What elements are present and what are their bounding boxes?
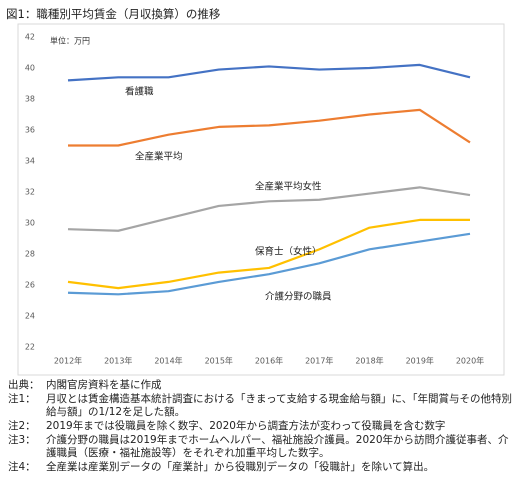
y-tick-label: 36 — [25, 126, 35, 135]
y-tick-label: 30 — [25, 219, 35, 228]
note-label: 出典： — [8, 379, 40, 391]
note: 注3： 介護分野の職員は2019年までホームヘルパー、福祉施設介護員。2020年か… — [8, 434, 518, 460]
chart: 単位：万円 22 24 26 28 30 32 34 36 38 40 42 2012年 2013年 20… — [17, 23, 505, 376]
series-line — [67, 63, 471, 82]
series-label: 保育士（女性） — [255, 246, 322, 258]
note-label: 注1： — [8, 393, 36, 405]
note-label: 注2： — [8, 420, 36, 432]
series-line — [67, 218, 470, 290]
series-line — [68, 108, 471, 147]
series-label: 介護分野の職員 — [265, 291, 332, 303]
y-tick-label: 38 — [25, 95, 35, 104]
note-text: 内閣官房資料を基に作成 — [46, 379, 162, 391]
y-tick-label: 34 — [25, 157, 35, 166]
y-tick-label: 40 — [25, 64, 35, 73]
note-text: 介護分野の職員は2019年までホームヘルパー、福祉施設介護員。2020年から訪問… — [46, 434, 509, 459]
x-tick-label: 2016年 — [255, 356, 283, 366]
y-tick-label: 28 — [25, 250, 35, 259]
x-tick-label: 2014年 — [154, 356, 182, 366]
note: 注4： 全産業は産業別データの「産業計」から役職別データの「役職計」を除いて算出。 — [8, 461, 518, 474]
note: 注1： 月収とは賃金構造基本統計調査における「きまって支給する現金給与額」に、「年… — [8, 393, 518, 419]
chart-title: 図1：職種別平均賃金（月収換算）の推移 — [6, 7, 221, 21]
x-tick-label: 2020年 — [456, 356, 484, 366]
series-line — [67, 186, 471, 232]
y-tick-label: 24 — [25, 312, 35, 321]
note-label: 注3： — [8, 434, 36, 446]
note: 出典： 内閣官房資料を基に作成 — [8, 379, 518, 392]
note: 注2： 2019年までは役職員を除く数字、2020年から調査方法が変わって役職員を… — [8, 420, 518, 433]
note-text: 全産業は産業別データの「産業計」から役職別データの「役職計」を除いて算出。 — [46, 461, 435, 473]
x-tick-label: 2013年 — [104, 356, 132, 366]
y-tick-label: 22 — [25, 343, 35, 352]
series-label: 全産業平均 — [135, 151, 183, 163]
y-tick-label: 42 — [25, 33, 35, 42]
x-tick-label: 2012年 — [54, 356, 82, 366]
y-tick-label: 32 — [25, 188, 35, 197]
series-label: 看護職 — [125, 86, 154, 98]
note-text: 月収とは賃金構造基本統計調査における「きまって支給する現金給与額」に、「年間賞与… — [46, 393, 512, 418]
notes: 出典： 内閣官房資料を基に作成 注1： 月収とは賃金構造基本統計調査における「きまって… — [8, 379, 518, 475]
y-tick-label: 26 — [25, 281, 35, 290]
series-line — [67, 232, 471, 296]
chart-frame — [17, 23, 505, 376]
note-text: 2019年までは役職員を除く数字、2020年から調査方法が変わって役職員を含む数… — [46, 420, 446, 432]
note-label: 注4： — [8, 461, 36, 473]
x-tick-label: 2015年 — [205, 356, 233, 366]
x-tick-label: 2018年 — [355, 356, 383, 366]
series-label: 全産業平均女性 — [255, 181, 322, 193]
unit-label: 単位：万円 — [50, 36, 90, 46]
x-tick-label: 2017年 — [305, 356, 333, 366]
x-tick-label: 2019年 — [406, 356, 434, 366]
